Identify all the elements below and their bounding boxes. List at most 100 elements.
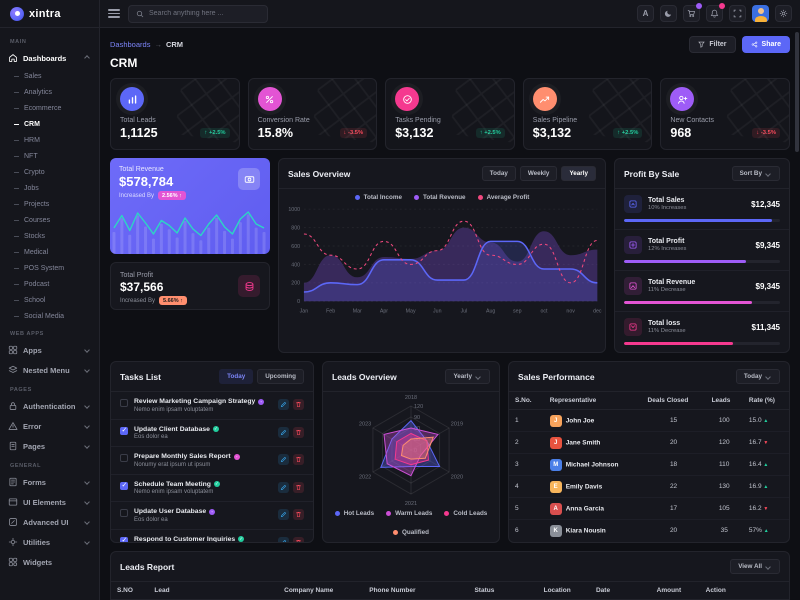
sidebar-subitem-courses[interactable]: Courses xyxy=(0,212,99,228)
task-description: Nonumy erat ipsum ut ipsum xyxy=(134,461,211,468)
task-delete-button[interactable] xyxy=(293,481,304,493)
sidebar-subitem-nft[interactable]: NFT xyxy=(0,148,99,164)
sidebar-subitem-crm[interactable]: CRM xyxy=(0,116,99,132)
sidebar: xintra MAIN Dashboards Sales Analytics Eco… xyxy=(0,0,100,600)
task-delete-button[interactable] xyxy=(293,536,304,542)
sidebar-item-dashboards[interactable]: Dashboards xyxy=(0,48,99,68)
sidebar-subitem-hrm[interactable]: HRM xyxy=(0,132,99,148)
stats-row: Total Leads 1,1125 ↑ +2.5% Conversion Ra… xyxy=(110,78,790,150)
task-checkbox[interactable] xyxy=(120,426,128,435)
view-all-dropdown[interactable]: View All xyxy=(730,559,780,574)
sidebar-item-error[interactable]: Error xyxy=(0,416,99,436)
svg-text:nov: nov xyxy=(566,309,575,315)
task-checkbox[interactable] xyxy=(120,399,128,407)
brand-logo[interactable]: xintra xyxy=(0,0,99,28)
task-delete-button[interactable] xyxy=(293,454,304,465)
sidebar-item-pages[interactable]: Pages xyxy=(0,436,99,456)
scrollbar[interactable] xyxy=(795,32,799,592)
avatar: M xyxy=(549,458,562,471)
pbs-label: Total Revenue xyxy=(648,279,696,286)
sidebar-item-nested-menu[interactable]: Nested Menu xyxy=(0,360,99,380)
user-avatar[interactable] xyxy=(752,5,769,22)
svg-text:2022: 2022 xyxy=(359,475,371,481)
task-edit-button[interactable] xyxy=(278,509,289,520)
task-delete-button[interactable] xyxy=(293,509,304,520)
tasks-list: Review Marketing Campaign Strategy ◦ Nemo… xyxy=(111,392,313,542)
task-checkbox[interactable] xyxy=(120,536,128,542)
task-checkbox[interactable] xyxy=(120,509,128,517)
task-checkbox[interactable] xyxy=(120,454,128,462)
sidebar-subitem-school[interactable]: School xyxy=(0,292,99,308)
leads-overview-period-dropdown[interactable]: Yearly xyxy=(445,369,490,384)
bell-icon[interactable] xyxy=(706,3,725,22)
sidebar-subitem-sales[interactable]: Sales xyxy=(0,68,99,84)
performance-period-dropdown[interactable]: Today xyxy=(735,369,780,384)
language-icon[interactable]: A xyxy=(637,5,654,22)
task-delete-button[interactable] xyxy=(293,399,304,410)
task-checkbox[interactable] xyxy=(120,481,128,490)
perf-deals: 20 xyxy=(641,431,706,454)
stat-label: Conversion Rate xyxy=(257,117,310,124)
svg-text:2021: 2021 xyxy=(405,501,417,507)
tab-today[interactable]: Today xyxy=(481,166,516,181)
leads-column-header: Amount xyxy=(650,582,700,600)
stat-value: $3,132 xyxy=(532,126,572,140)
cart-icon[interactable] xyxy=(683,3,702,22)
task-edit-button[interactable] xyxy=(278,399,289,410)
task-delete-button[interactable] xyxy=(293,426,304,438)
sidebar-subitem-stocks[interactable]: Stocks xyxy=(0,228,99,244)
menu-toggle-icon[interactable] xyxy=(108,9,120,18)
sidebar-subitem-ecommerce[interactable]: Ecommerce xyxy=(0,100,99,116)
sidebar-item-advanced-ui[interactable]: Advanced UI xyxy=(0,512,99,532)
brand-logo-icon xyxy=(10,6,24,21)
stat-delta-badge: ↑ +2.5% xyxy=(613,128,643,138)
sidebar-item-utilities[interactable]: Utilities xyxy=(0,532,99,552)
breadcrumb-parent[interactable]: Dashboards xyxy=(110,40,151,49)
sidebar-item-ui-elements[interactable]: UI Elements xyxy=(0,492,99,512)
leads-overview-panel: Leads Overview Yearly 030609012020182019… xyxy=(322,361,500,543)
fullscreen-icon[interactable] xyxy=(729,5,746,22)
filter-button[interactable]: Filter xyxy=(689,36,736,53)
svg-text:600: 600 xyxy=(291,244,300,250)
tab-yearly[interactable]: Yearly xyxy=(561,166,596,181)
sidebar-item-apps[interactable]: Apps xyxy=(0,340,99,360)
sidebar-subitem-jobs[interactable]: Jobs xyxy=(0,180,99,196)
sidebar-item-authentication[interactable]: Authentication xyxy=(0,396,99,416)
task-tag-icon: ◦ xyxy=(258,398,265,405)
pbs-label: Total Sales xyxy=(648,197,685,204)
sort-by-dropdown[interactable]: Sort By xyxy=(731,166,780,181)
sidebar-subitem-projects[interactable]: Projects xyxy=(0,196,99,212)
sidebar-item-forms[interactable]: Forms xyxy=(0,472,99,492)
sidebar-item-widgets[interactable]: Widgets xyxy=(0,552,99,572)
moon-icon[interactable] xyxy=(660,5,677,22)
breadcrumb-row: Dashboards → CRM Filter Share xyxy=(110,36,790,53)
task-edit-button[interactable] xyxy=(278,536,289,542)
sidebar-subitem-medical[interactable]: Medical xyxy=(0,244,99,260)
settings-gear-icon[interactable] xyxy=(775,5,792,22)
search-input[interactable] xyxy=(149,10,259,17)
task-title: Update Client Database ✓ xyxy=(134,425,219,433)
chevron-icon xyxy=(84,519,90,525)
sidebar-subitem-crypto[interactable]: Crypto xyxy=(0,164,99,180)
task-edit-button[interactable] xyxy=(278,454,289,465)
task-item: Update Client Database✓ Eos dolor ea xyxy=(111,420,313,447)
tab-weekly[interactable]: Weekly xyxy=(519,166,558,181)
svg-text:May: May xyxy=(406,309,416,315)
task-edit-button[interactable] xyxy=(278,426,289,438)
tasks-tab-upcoming[interactable]: Upcoming xyxy=(257,369,304,384)
task-edit-button[interactable] xyxy=(278,481,289,493)
profit-subtitle: Increased By 5.66% ↑ xyxy=(120,296,260,305)
revenue-badge: 2.56% ↑ xyxy=(158,191,186,200)
chevron-down-icon xyxy=(765,170,771,177)
perf-leads: 105 xyxy=(705,497,743,520)
sidebar-subitem-social-media[interactable]: Social Media xyxy=(0,308,99,324)
sidebar-subitem-podcast[interactable]: Podcast xyxy=(0,276,99,292)
tasks-tab-today[interactable]: Today xyxy=(219,369,254,384)
sidebar-subitem-analytics[interactable]: Analytics xyxy=(0,84,99,100)
global-search[interactable] xyxy=(128,4,268,23)
stat-delta-badge: ↑ +2.5% xyxy=(200,128,230,138)
sidebar-subitem-pos-system[interactable]: POS System xyxy=(0,260,99,276)
share-button[interactable]: Share xyxy=(741,36,790,53)
profit-by-sale-row: Total Profit 12% Increases $9,345 xyxy=(615,230,789,271)
brand-name: xintra xyxy=(29,7,61,20)
